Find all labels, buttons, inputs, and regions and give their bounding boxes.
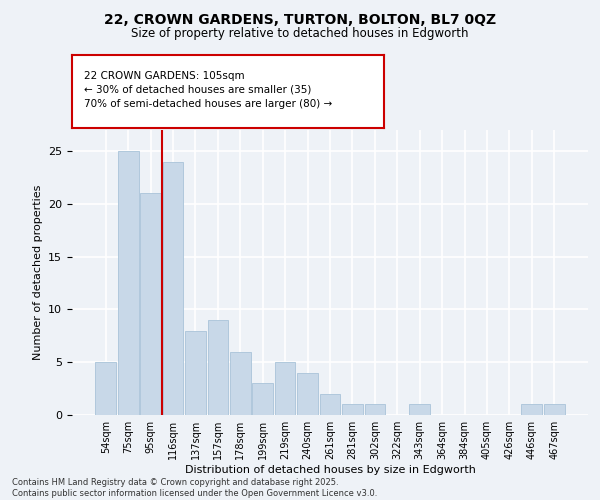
Bar — [185, 330, 206, 415]
Bar — [163, 162, 184, 415]
Bar — [297, 373, 318, 415]
Bar — [140, 194, 161, 415]
Bar — [342, 404, 363, 415]
Text: Contains HM Land Registry data © Crown copyright and database right 2025.
Contai: Contains HM Land Registry data © Crown c… — [12, 478, 377, 498]
Bar — [544, 404, 565, 415]
Bar — [230, 352, 251, 415]
Bar — [320, 394, 340, 415]
Bar — [409, 404, 430, 415]
Text: Size of property relative to detached houses in Edgworth: Size of property relative to detached ho… — [131, 28, 469, 40]
Bar — [118, 151, 139, 415]
Bar — [253, 384, 273, 415]
Y-axis label: Number of detached properties: Number of detached properties — [32, 185, 43, 360]
Bar — [275, 362, 295, 415]
Text: 22, CROWN GARDENS, TURTON, BOLTON, BL7 0QZ: 22, CROWN GARDENS, TURTON, BOLTON, BL7 0… — [104, 12, 496, 26]
X-axis label: Distribution of detached houses by size in Edgworth: Distribution of detached houses by size … — [185, 465, 475, 475]
Bar — [365, 404, 385, 415]
Text: 22 CROWN GARDENS: 105sqm
← 30% of detached houses are smaller (35)
70% of semi-d: 22 CROWN GARDENS: 105sqm ← 30% of detach… — [85, 71, 333, 109]
Bar — [95, 362, 116, 415]
Bar — [521, 404, 542, 415]
Bar — [208, 320, 228, 415]
